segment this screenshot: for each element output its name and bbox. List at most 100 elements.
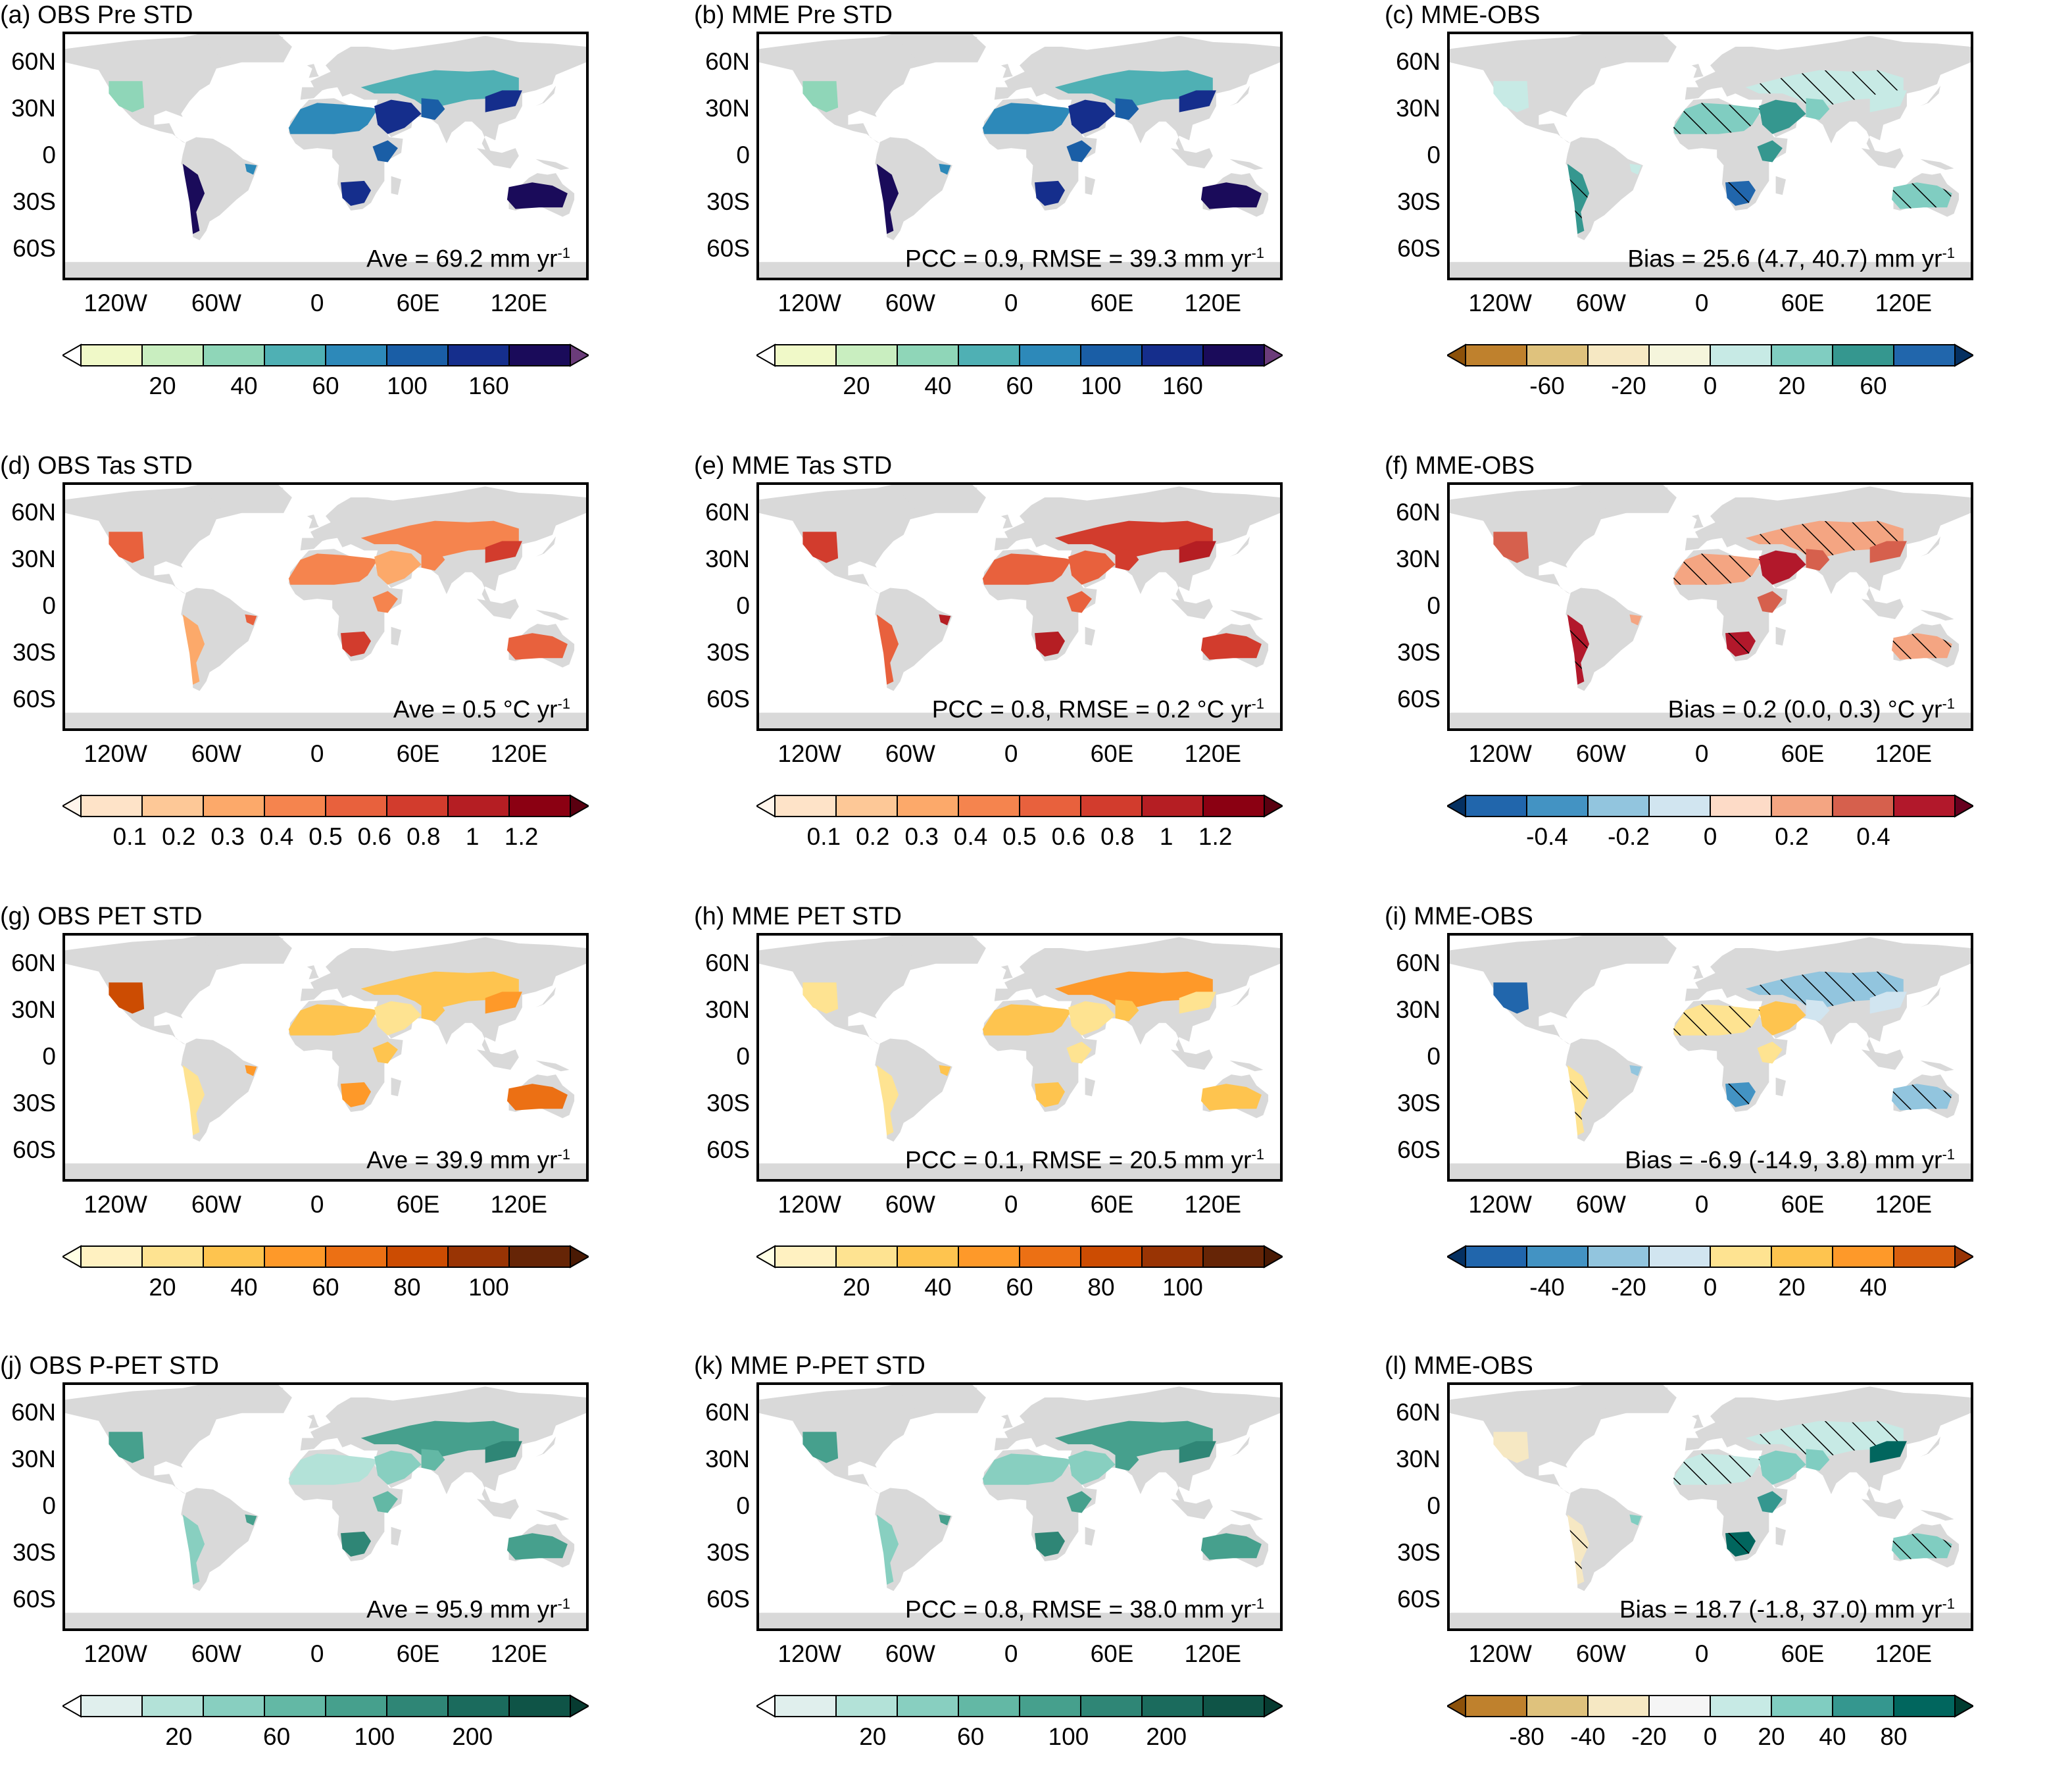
lon-label: 60E <box>1090 289 1134 316</box>
colorbar-min-arrow <box>756 343 776 367</box>
statistic-text: Ave = 69.2 mm yr <box>366 245 558 272</box>
dryland-region <box>109 982 145 1014</box>
colorbar-label: 20 <box>1758 1723 1785 1750</box>
colorbar-label: -0.2 <box>1608 823 1650 850</box>
colorbar-segment <box>1202 795 1265 817</box>
statistic-text: PCC = 0.1, RMSE = 20.5 mm yr <box>905 1146 1252 1173</box>
colorbar-segment <box>1080 344 1143 366</box>
lon-label: 120W <box>777 740 841 767</box>
dryland-region <box>1869 1441 1907 1463</box>
colorbar-label: 0.6 <box>357 823 392 850</box>
land-mass <box>1170 148 1213 168</box>
colorbar-segment <box>1710 795 1772 817</box>
colorbar-label: 40 <box>924 1274 952 1301</box>
colorbar-label: 0.6 <box>1051 823 1086 850</box>
map-plot: PCC = 0.8, RMSE = 38.0 mm yr-1 <box>756 1382 1283 1631</box>
colorbar-min-arrow <box>756 1694 776 1718</box>
lat-label: 30N <box>1396 94 1441 122</box>
dryland-region <box>288 1004 378 1036</box>
significance-hatch <box>1673 553 1763 585</box>
colorbar: 20 40 60 100 160 <box>62 342 589 408</box>
lon-label: 120E <box>1184 1191 1242 1218</box>
dryland-region <box>421 98 445 120</box>
lat-label: 30N <box>1396 995 1441 1023</box>
colorbar-label: 100 <box>387 372 428 399</box>
colorbar-label: 0.4 <box>259 823 294 850</box>
lon-label: 60W <box>1575 289 1626 316</box>
land-mass <box>1920 609 1954 621</box>
significance-hatch <box>1745 971 1904 1011</box>
dryland-region <box>1066 591 1092 613</box>
colorbar-label: 0.5 <box>308 823 343 850</box>
lat-label: 30S <box>706 639 750 666</box>
land-mass <box>181 137 259 241</box>
lat-label: 30N <box>11 1445 56 1472</box>
colorbar-segment <box>1893 795 1956 817</box>
colorbar-max-arrow <box>1954 343 1973 367</box>
land-mass <box>1229 1060 1264 1072</box>
land-mass <box>535 609 570 621</box>
colorbar-segment <box>386 1245 449 1268</box>
lon-label: 120E <box>1184 740 1242 767</box>
lon-label: 60E <box>1090 1640 1134 1667</box>
lat-label: 60S <box>12 1136 56 1164</box>
colorbar-label: -40 <box>1570 1723 1606 1750</box>
statistic-text: PCC = 0.8, RMSE = 38.0 mm yr <box>905 1596 1252 1622</box>
lat-label: 30S <box>12 639 56 666</box>
land-mass <box>1584 936 1677 964</box>
colorbar-segment <box>1141 795 1204 817</box>
land-mass <box>1920 1509 1954 1521</box>
lon-label: 120W <box>84 740 147 767</box>
lon-label: 60W <box>885 1640 935 1667</box>
land-mass <box>476 599 519 619</box>
lat-label: 0 <box>42 141 56 168</box>
colorbar-label: 0.1 <box>806 823 841 850</box>
statistic-text: PCC = 0.8, RMSE = 0.2 °C yr <box>931 695 1252 722</box>
colorbar-segment <box>897 1245 959 1268</box>
dryland-region <box>109 532 145 563</box>
land-mass <box>181 1038 259 1142</box>
lat-label: 60S <box>706 1136 750 1164</box>
map-svg <box>759 936 1280 1179</box>
lat-label: 60N <box>1396 1398 1441 1426</box>
lat-label: 0 <box>42 1492 56 1519</box>
dryland-region <box>1806 999 1830 1022</box>
dryland-region <box>288 1453 378 1485</box>
land-mass <box>181 588 259 691</box>
panel-c: (c) MME-OBS 60N 30N 0 30S 60S Bias = 25.6 (4.7… <box>1385 0 1990 434</box>
colorbar-label: 40 <box>1860 1274 1887 1301</box>
colorbar-label: 20 <box>149 1274 176 1301</box>
colorbar-max-arrow <box>1264 794 1283 818</box>
land-mass <box>759 713 1280 728</box>
lon-label: 60W <box>1575 1191 1626 1218</box>
panel-b: (b) MME Pre STD 60N 30N 0 30S 60S PCC = 0.9, R… <box>694 0 1299 434</box>
colorbar-segment <box>1526 1245 1589 1268</box>
land-mass <box>759 1613 1280 1628</box>
dryland-region <box>939 1514 951 1526</box>
colorbar-min-arrow <box>1447 343 1466 367</box>
colorbar-segment <box>264 1245 326 1268</box>
colorbar-max-arrow <box>1264 1694 1283 1718</box>
land-mass <box>1566 1038 1643 1142</box>
colorbar-label: 60 <box>957 1723 985 1750</box>
colorbar-max-arrow <box>570 1694 589 1718</box>
land-mass <box>1000 64 1013 78</box>
land-mass <box>1085 1526 1095 1546</box>
lon-label: 60W <box>191 1191 241 1218</box>
colorbar-segment <box>1141 1245 1204 1268</box>
dryland-region <box>360 1420 519 1460</box>
dryland-region <box>1757 1491 1783 1513</box>
colorbar-segment <box>447 1245 510 1268</box>
panel-title: (c) MME-OBS <box>1385 1 1541 29</box>
colorbar-segment <box>1202 1695 1265 1717</box>
dryland-region <box>1035 180 1065 206</box>
colorbar-max-arrow <box>570 1245 589 1269</box>
dryland-region <box>485 992 522 1014</box>
colorbar-segment <box>897 795 959 817</box>
dryland-region <box>1054 70 1213 109</box>
statistic-exponent: -1 <box>1251 244 1264 261</box>
panel-f: (f) MME-OBS 60N 30N 0 30S 60S Bias = 0.2 (0.0,… <box>1385 451 1990 885</box>
panel-title: (h) MME PET STD <box>694 903 902 930</box>
dryland-region <box>1054 1420 1213 1460</box>
lon-label: 120W <box>1468 289 1532 316</box>
